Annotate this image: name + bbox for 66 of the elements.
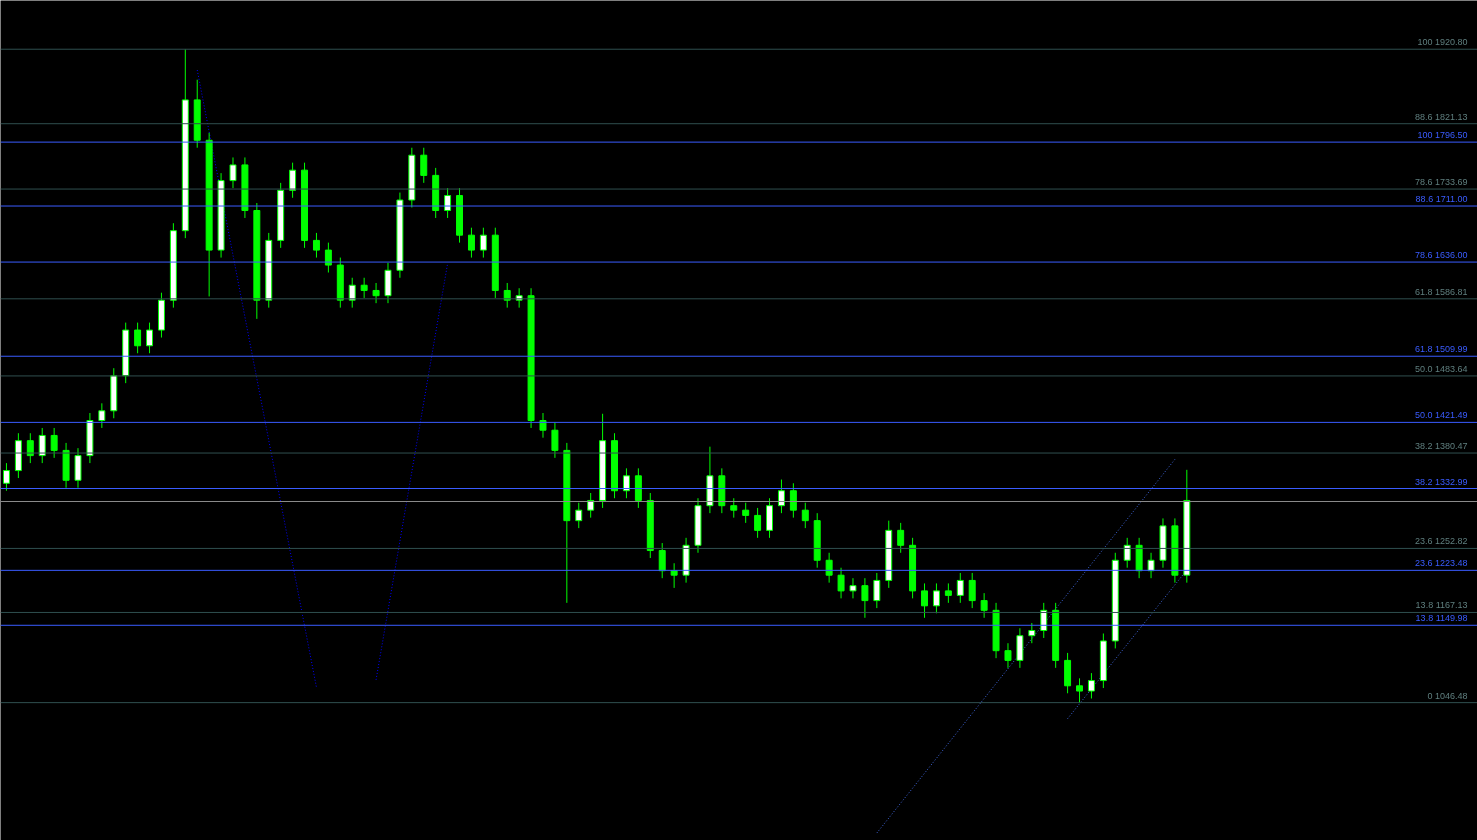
candlestick bbox=[777, 479, 785, 514]
ref-line-label: 50.0 1421.49 bbox=[1414, 410, 1468, 421]
ref-line-label: 50.0 1483.64 bbox=[1414, 363, 1468, 374]
candlestick bbox=[825, 552, 833, 584]
candlestick bbox=[932, 582, 940, 614]
candlestick bbox=[324, 242, 332, 274]
candlestick bbox=[897, 522, 905, 554]
candlestick bbox=[622, 467, 630, 499]
candlestick bbox=[1028, 622, 1036, 644]
candlestick bbox=[134, 322, 142, 354]
candlestick bbox=[944, 582, 952, 604]
ref-line-label: 61.8 1509.99 bbox=[1414, 344, 1468, 355]
ref-line-label: 38.2 1380.47 bbox=[1414, 441, 1468, 452]
ref-line-label: 100 1796.50 bbox=[1417, 130, 1468, 141]
candlestick bbox=[956, 572, 964, 604]
candlestick bbox=[658, 542, 666, 579]
candlestick bbox=[503, 282, 511, 309]
candlestick bbox=[2, 462, 10, 492]
candlestick bbox=[1004, 642, 1012, 669]
candlestick bbox=[1076, 677, 1083, 704]
candlestick bbox=[38, 427, 46, 464]
candlestick bbox=[742, 502, 750, 524]
candlestick bbox=[1123, 537, 1131, 569]
candlestick bbox=[861, 577, 869, 619]
candlestick bbox=[420, 147, 428, 184]
candlestick bbox=[789, 482, 797, 519]
candlestick bbox=[146, 322, 154, 354]
candlestick bbox=[372, 282, 380, 304]
ref-line-label: 88.6 1711.00 bbox=[1415, 194, 1468, 205]
candlestick bbox=[467, 227, 475, 259]
candlestick bbox=[670, 562, 678, 589]
ref-line-label: 13.8 1167.13 bbox=[1415, 600, 1468, 611]
candlestick bbox=[551, 422, 559, 459]
ref-line-label: 38.2 1332.99 bbox=[1414, 476, 1468, 487]
candlestick bbox=[968, 572, 976, 609]
ref-line-label: 78.6 1636.00 bbox=[1414, 250, 1468, 261]
ref-line-label: 23.6 1223.48 bbox=[1414, 558, 1468, 569]
candlestick bbox=[50, 427, 58, 459]
candlestick bbox=[479, 227, 487, 259]
candlestick bbox=[1087, 672, 1095, 700]
ref-line-label: 0 1046.48 bbox=[1427, 690, 1468, 701]
ref-line-label: 13.8 1149.98 bbox=[1415, 613, 1468, 624]
candlestick bbox=[873, 572, 881, 609]
candlestick bbox=[1040, 602, 1048, 639]
candlestick bbox=[575, 502, 583, 529]
candlestick bbox=[360, 277, 368, 299]
candlestick bbox=[348, 277, 356, 309]
candlestick bbox=[921, 582, 928, 619]
candlestick bbox=[837, 567, 845, 599]
candlestick bbox=[754, 507, 762, 539]
ref-line-label: 78.6 1733.69 bbox=[1414, 177, 1468, 188]
candlestick bbox=[229, 156, 237, 189]
candlestick bbox=[801, 502, 809, 529]
candlestick bbox=[587, 492, 595, 519]
ref-line-label: 88.6 1821.13 bbox=[1414, 111, 1468, 122]
candlestick bbox=[849, 577, 857, 599]
candlestick bbox=[539, 412, 547, 439]
candlestick bbox=[980, 592, 988, 619]
candlestick bbox=[289, 162, 297, 199]
candlestick bbox=[1147, 552, 1155, 579]
ref-line-label: 100 1920.80 bbox=[1417, 37, 1468, 48]
candlestick bbox=[730, 497, 738, 519]
ref-line-label: 23.6 1252.82 bbox=[1414, 536, 1468, 547]
candlestick bbox=[312, 232, 320, 259]
candlestick bbox=[98, 402, 106, 429]
ref-line-label: 61.8 1586.81 bbox=[1414, 286, 1468, 297]
